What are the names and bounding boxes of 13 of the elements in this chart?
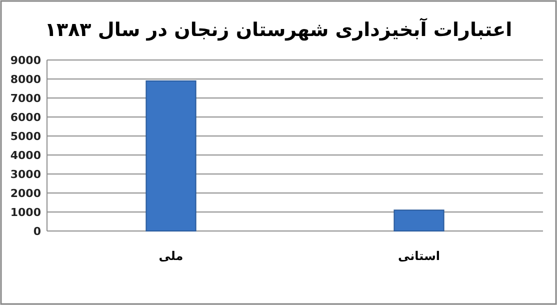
chart-title: اعتبارات آبخیزداری شهرستان زنجان در سال ۱۳۸۳ xyxy=(44,17,512,41)
x-tick-label: استانی xyxy=(398,249,440,263)
y-tick-label: 0 xyxy=(33,225,42,238)
y-tick-label: 6000 xyxy=(10,111,42,124)
y-tick-label: 3000 xyxy=(10,168,42,181)
y-tick-label: 1000 xyxy=(10,206,42,219)
y-tick-label: 7000 xyxy=(10,92,42,105)
y-tick-label: 5000 xyxy=(10,130,42,143)
y-tick-label: 4000 xyxy=(10,149,42,162)
x-tick-label: ملی xyxy=(158,249,184,263)
y-tick-label: 8000 xyxy=(10,73,42,86)
y-tick-label: 2000 xyxy=(10,187,42,200)
y-tick-label: 9000 xyxy=(10,54,42,67)
